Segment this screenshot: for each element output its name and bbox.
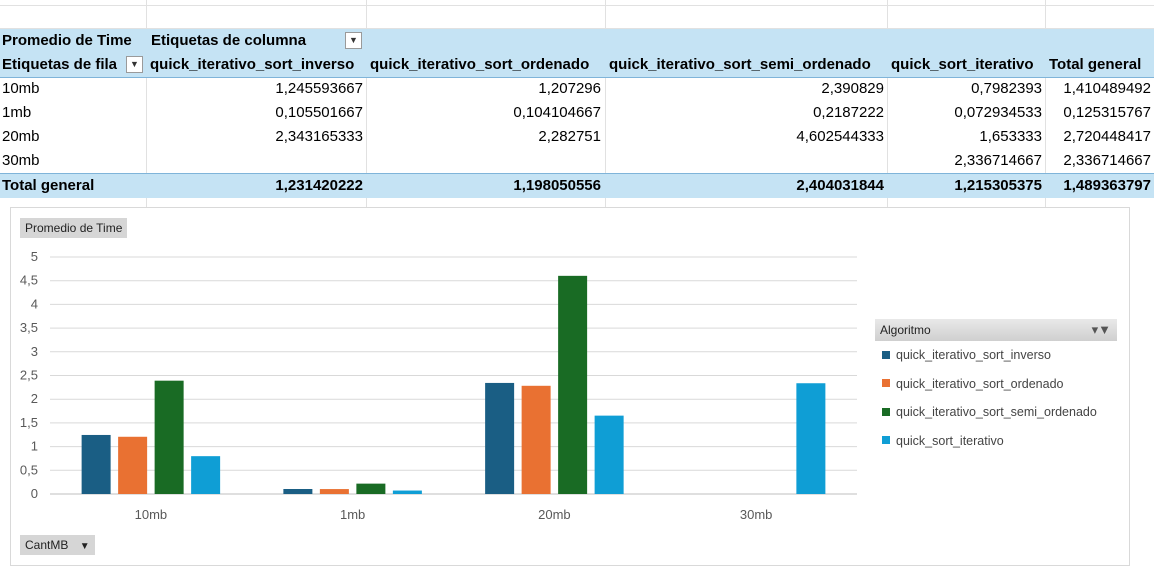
legend-field-label: Algoritmo xyxy=(880,323,931,337)
cell-value: 2,336714667 xyxy=(954,152,1042,169)
total-value: 1,198050556 xyxy=(513,177,601,194)
table-row: 20mb 2,343165333 2,282751 4,602544333 1,… xyxy=(0,125,1154,149)
table-row: 10mb 1,245593667 1,207296 2,390829 0,798… xyxy=(0,77,1154,101)
pivot-header-row-2: Etiquetas de fila ▼ quick_iterativo_sort… xyxy=(0,53,1154,77)
legend-item: quick_iterativo_sort_semi_ordenado xyxy=(882,404,1097,420)
axis-field-button[interactable]: CantMB ▼ xyxy=(20,535,95,555)
legend-swatch xyxy=(882,350,890,359)
total-label: Total general xyxy=(2,177,95,194)
axis-field-label: CantMB xyxy=(25,538,69,552)
cell-value: 2,336714667 xyxy=(1063,152,1151,169)
legend-swatch xyxy=(882,379,890,388)
cell-value: 0,104104667 xyxy=(513,104,601,121)
chevron-down-icon: ▼ xyxy=(130,59,139,69)
chevron-down-icon: ▼ xyxy=(79,541,90,552)
column-header: Total general xyxy=(1049,56,1142,73)
row-label: 1mb xyxy=(2,104,32,121)
filter-icon: ▾▼ xyxy=(1091,322,1111,337)
legend-item: quick_iterativo_sort_ordenado xyxy=(882,376,1063,392)
total-row: Total general 1,231420222 1,198050556 2,… xyxy=(0,174,1154,198)
row-label: 30mb xyxy=(2,152,40,169)
column-header: quick_iterativo_sort_semi_ordenado xyxy=(609,56,871,73)
column-header: quick_sort_iterativo xyxy=(891,56,1034,73)
column-filter-button[interactable]: ▼ xyxy=(345,32,362,49)
total-value: 1,215305375 xyxy=(954,177,1042,194)
row-filter-button[interactable]: ▼ xyxy=(126,56,143,73)
row-label: 20mb xyxy=(2,128,40,145)
legend-label: quick_sort_iterativo xyxy=(896,433,1004,448)
legend-swatch xyxy=(882,407,890,416)
cell-value: 1,410489492 xyxy=(1063,80,1151,97)
legend-item: quick_sort_iterativo xyxy=(882,433,1004,449)
cell-value xyxy=(605,149,884,173)
cell-value: 2,343165333 xyxy=(275,128,363,145)
cell-value: 0,125315767 xyxy=(1063,104,1151,121)
column-labels-header: Etiquetas de columna xyxy=(151,32,307,49)
legend-field-button[interactable]: Algoritmo ▾▼ xyxy=(875,319,1117,341)
filter-icon: ▼ xyxy=(349,35,358,45)
total-value: 2,404031844 xyxy=(796,177,884,194)
total-value: 1,489363797 xyxy=(1063,177,1151,194)
cell-value: 0,7982393 xyxy=(971,80,1042,97)
cell-value: 0,072934533 xyxy=(954,104,1042,121)
total-value: 1,231420222 xyxy=(275,177,363,194)
legend-swatch xyxy=(882,436,890,445)
table-row: 30mb 2,336714667 2,336714667 xyxy=(0,149,1154,173)
legend-label: quick_iterativo_sort_semi_ordenado xyxy=(896,405,1097,419)
cell-value xyxy=(366,149,601,173)
pivot-header-row-1: Promedio de Time Etiquetas de columna ▼ xyxy=(0,29,1154,53)
cell-value: 2,282751 xyxy=(538,128,601,145)
cell-value: 1,653333 xyxy=(979,128,1042,145)
cell-value: 0,2187222 xyxy=(813,104,884,121)
row-label: 10mb xyxy=(2,80,40,97)
cell-value: 0,105501667 xyxy=(275,104,363,121)
cell-value: 1,245593667 xyxy=(275,80,363,97)
table-row: 1mb 0,105501667 0,104104667 0,2187222 0,… xyxy=(0,101,1154,125)
value-field-label: Promedio de Time xyxy=(2,32,132,49)
cell-value: 2,720448417 xyxy=(1063,128,1151,145)
legend-item: quick_iterativo_sort_inverso xyxy=(882,347,1051,363)
cell-value: 4,602544333 xyxy=(796,128,884,145)
value-field-button[interactable]: Promedio de Time xyxy=(20,218,128,238)
row-labels-header: Etiquetas de fila xyxy=(2,56,118,73)
legend-label: quick_iterativo_sort_inverso xyxy=(896,348,1051,362)
cell-value: 1,207296 xyxy=(538,80,601,97)
column-header: quick_iterativo_sort_ordenado xyxy=(370,56,590,73)
cell-value: 2,390829 xyxy=(821,80,884,97)
column-header: quick_iterativo_sort_inverso xyxy=(150,56,355,73)
legend-label: quick_iterativo_sort_ordenado xyxy=(896,376,1064,391)
cell-value xyxy=(146,149,363,173)
